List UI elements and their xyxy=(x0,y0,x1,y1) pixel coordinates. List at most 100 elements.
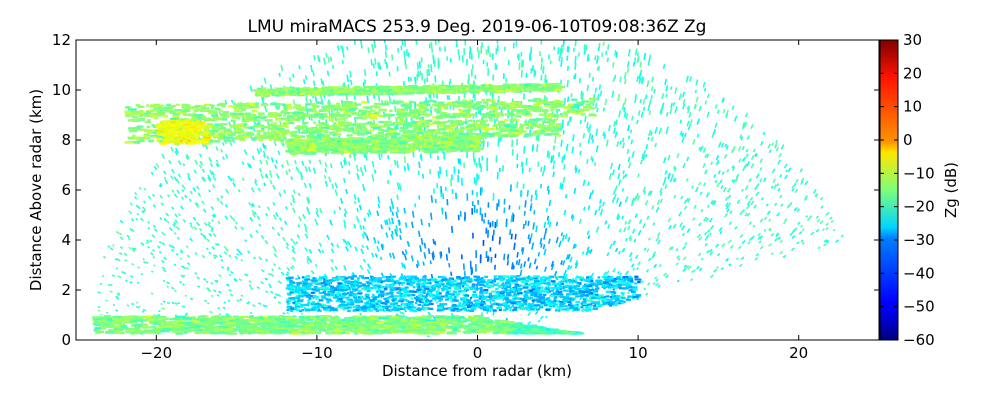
noise-speckle xyxy=(218,290,222,294)
noise-speckle xyxy=(645,144,649,150)
noise-speckle xyxy=(727,194,732,199)
noise-speckle xyxy=(299,171,303,178)
reflectivity-cell xyxy=(602,301,605,305)
reflectivity-cell xyxy=(307,287,313,291)
noise-speckle xyxy=(328,176,332,183)
reflectivity-cell xyxy=(358,285,362,288)
noise-speckle xyxy=(721,243,726,248)
noise-speckle xyxy=(567,236,571,243)
noise-speckle xyxy=(825,239,829,243)
reflectivity-cell xyxy=(424,302,430,305)
reflectivity-cell xyxy=(385,292,389,295)
noise-speckle xyxy=(621,188,625,192)
noise-speckle xyxy=(679,222,683,228)
reflectivity-cell xyxy=(370,280,377,283)
noise-speckle xyxy=(523,261,527,268)
reflectivity-cell xyxy=(464,288,468,291)
noise-speckle xyxy=(208,156,213,163)
reflectivity-cell xyxy=(223,331,228,334)
reflectivity-cell xyxy=(415,299,419,302)
noise-speckle xyxy=(552,164,555,170)
noise-speckle xyxy=(624,270,629,276)
reflectivity-cell xyxy=(364,288,368,291)
reflectivity-cell xyxy=(358,275,365,278)
reflectivity-cell xyxy=(485,304,490,308)
noise-speckle xyxy=(210,229,214,233)
noise-speckle xyxy=(371,160,375,168)
noise-speckle xyxy=(738,158,742,163)
noise-speckle xyxy=(655,278,659,282)
noise-speckle xyxy=(396,206,399,213)
noise-speckle xyxy=(627,124,631,132)
noise-speckle xyxy=(825,241,829,244)
noise-speckle xyxy=(771,168,776,174)
noise-speckle xyxy=(790,247,795,252)
reflectivity-cell xyxy=(390,283,393,286)
noise-speckle xyxy=(195,203,200,208)
reflectivity-cell xyxy=(453,299,459,302)
reflectivity-cell xyxy=(378,300,382,303)
reflectivity-cell xyxy=(498,303,503,306)
reflectivity-cell xyxy=(589,309,592,312)
reflectivity-cell xyxy=(315,289,320,292)
noise-speckle xyxy=(645,268,650,273)
noise-speckle xyxy=(563,97,567,106)
reflectivity-cell xyxy=(430,285,437,288)
noise-speckle xyxy=(683,199,687,204)
noise-speckle xyxy=(522,183,525,189)
reflectivity-cell xyxy=(336,285,341,288)
noise-speckle xyxy=(205,247,209,251)
noise-speckle xyxy=(738,245,742,250)
noise-speckle xyxy=(602,131,605,137)
noise-speckle xyxy=(115,230,120,235)
reflectivity-cell xyxy=(176,328,188,331)
noise-speckle xyxy=(706,153,710,159)
noise-speckle xyxy=(132,249,136,253)
noise-speckle xyxy=(210,281,214,285)
noise-speckle xyxy=(704,242,708,247)
noise-speckle xyxy=(145,241,149,245)
noise-speckle xyxy=(268,285,272,289)
reflectivity-cell xyxy=(623,281,630,285)
noise-speckle xyxy=(655,282,660,287)
noise-speckle xyxy=(175,252,179,256)
noise-speckle xyxy=(182,163,186,167)
reflectivity-cell xyxy=(416,307,423,310)
reflectivity-cell xyxy=(377,329,389,332)
reflectivity-cell xyxy=(424,300,428,303)
noise-speckle xyxy=(207,221,211,225)
reflectivity-cell xyxy=(317,301,320,304)
noise-speckle xyxy=(696,133,700,138)
reflectivity-cell xyxy=(587,307,591,310)
noise-speckle xyxy=(709,232,712,236)
reflectivity-cell xyxy=(564,289,568,292)
reflectivity-cell xyxy=(344,280,351,283)
reflectivity-cell xyxy=(438,299,442,302)
noise-speckle xyxy=(445,253,449,261)
reflectivity-cell xyxy=(360,308,366,311)
noise-speckle xyxy=(714,104,718,109)
noise-speckle xyxy=(194,272,198,275)
noise-speckle xyxy=(184,294,188,297)
reflectivity-cell xyxy=(323,289,327,292)
noise-speckle xyxy=(229,177,233,182)
reflectivity-cell xyxy=(423,298,427,301)
noise-speckle xyxy=(706,204,710,208)
reflectivity-cell xyxy=(364,293,370,296)
noise-speckle xyxy=(629,257,633,262)
reflectivity-cell xyxy=(431,294,438,297)
reflectivity-cell xyxy=(419,300,424,303)
reflectivity-cell xyxy=(591,296,596,299)
noise-speckle xyxy=(229,214,234,220)
reflectivity-cell xyxy=(486,325,491,329)
reflectivity-cell xyxy=(512,288,518,292)
noise-speckle xyxy=(531,144,534,152)
noise-speckle xyxy=(189,237,193,242)
reflectivity-cell xyxy=(456,309,461,312)
reflectivity-cell xyxy=(527,308,531,311)
noise-speckle xyxy=(211,171,215,176)
reflectivity-cell xyxy=(305,275,310,278)
reflectivity-cell xyxy=(313,302,320,306)
reflectivity-cell xyxy=(590,279,593,283)
noise-speckle xyxy=(248,280,252,284)
